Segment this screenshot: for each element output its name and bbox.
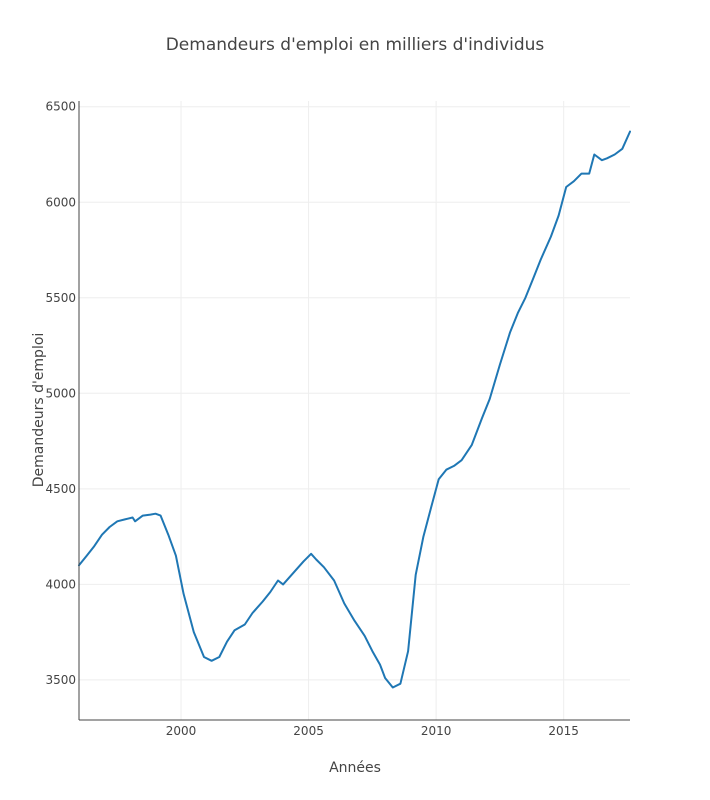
y-gridlines xyxy=(79,106,630,681)
x-gridlines xyxy=(180,101,565,720)
y-tick-label: 4500 xyxy=(45,482,76,496)
y-tick-label: 5000 xyxy=(45,386,76,400)
y-tick-label: 3500 xyxy=(45,673,76,687)
x-axis-title: Années xyxy=(329,760,381,776)
x-tick-label: 2010 xyxy=(421,724,452,738)
y-tick-label: 6500 xyxy=(45,100,76,114)
x-tick-label: 2005 xyxy=(293,724,324,738)
x-tick-labels: 2000 2005 2010 2015 xyxy=(166,724,579,738)
series-line-1 xyxy=(78,130,631,689)
x-tick-label: 2000 xyxy=(166,724,197,738)
y-tick-label: 5500 xyxy=(45,291,76,305)
x-tick-label: 2015 xyxy=(548,724,579,738)
y-tick-labels: 3500 4000 4500 5000 5500 6000 6500 xyxy=(45,100,76,687)
y-tick-label: 6000 xyxy=(45,195,76,209)
y-axis-title: Demandeurs d'emploi xyxy=(31,333,47,488)
series-layer xyxy=(78,130,631,689)
chart-title: Demandeurs d'emploi en milliers d'indivi… xyxy=(166,35,545,55)
y-tick-label: 4000 xyxy=(45,577,76,591)
